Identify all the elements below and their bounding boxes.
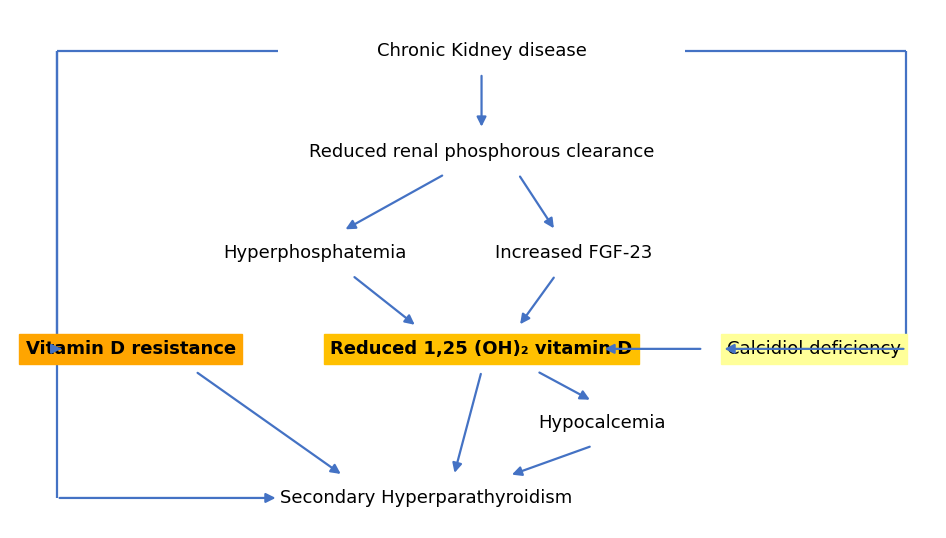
- Text: Secondary Hyperparathyroidism: Secondary Hyperparathyroidism: [280, 489, 572, 507]
- Text: Reduced renal phosphorous clearance: Reduced renal phosphorous clearance: [308, 143, 655, 161]
- Text: Reduced 1,25 (OH)₂ vitamin D: Reduced 1,25 (OH)₂ vitamin D: [330, 340, 633, 358]
- Text: Vitamin D resistance: Vitamin D resistance: [26, 340, 236, 358]
- Text: Hyperphosphatemia: Hyperphosphatemia: [223, 244, 407, 262]
- Text: Calcidiol deficiency: Calcidiol deficiency: [727, 340, 901, 358]
- Text: Increased FGF-23: Increased FGF-23: [495, 244, 653, 262]
- Text: Hypocalcemia: Hypocalcemia: [538, 414, 665, 433]
- Text: Chronic Kidney disease: Chronic Kidney disease: [377, 42, 587, 60]
